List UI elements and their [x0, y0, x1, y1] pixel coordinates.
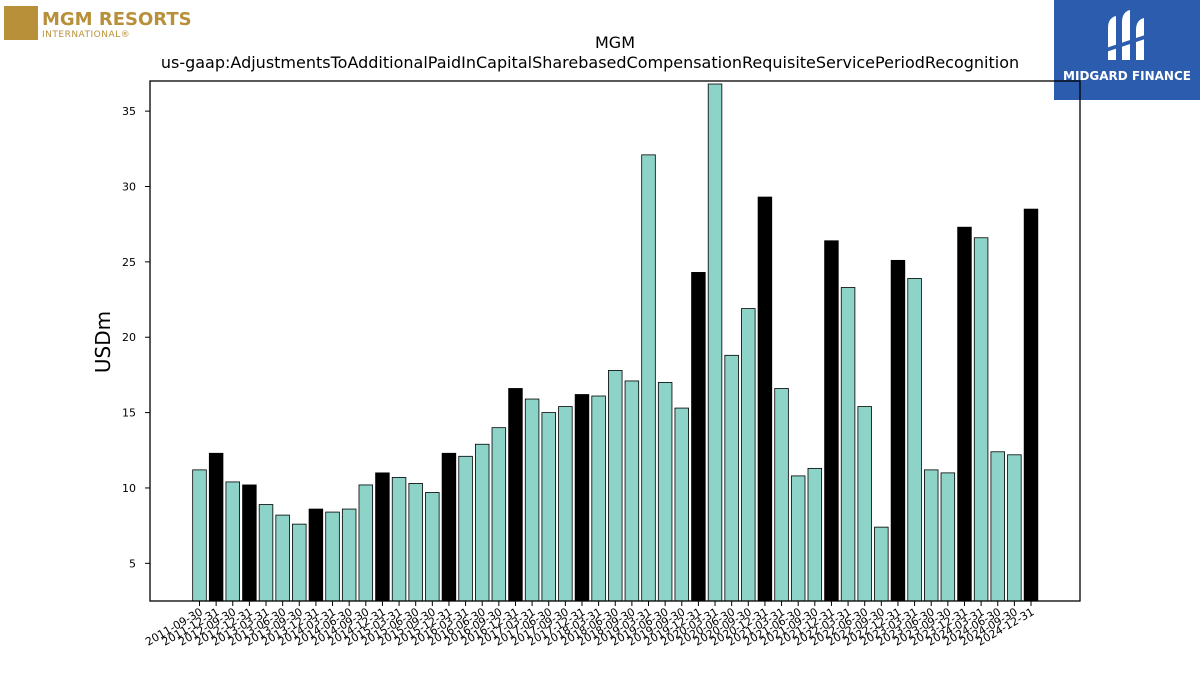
bar-2014-06-30	[341, 508, 357, 602]
mgm-resorts-logo: MGM RESORTS INTERNATIONAL®	[4, 4, 204, 44]
bar-2019-09-30	[674, 407, 689, 602]
bar-2015-03-31	[391, 477, 407, 602]
chart-title: MGM	[595, 33, 635, 52]
bar-2015-06-30	[408, 483, 423, 602]
bar-2013-06-30	[275, 514, 290, 602]
bar-2014-03-31	[325, 511, 340, 602]
bar-2017-03-31	[524, 398, 540, 602]
chart-subtitle: us-gaap:AdjustmentsToAdditionalPaidInCap…	[161, 53, 1019, 72]
y-tick-label: 10	[122, 482, 136, 495]
bar-2020-03-31	[707, 83, 723, 602]
mgm-lion-icon	[4, 6, 38, 40]
bar-2015-12-31	[441, 452, 457, 602]
bar-2012-12-31	[242, 484, 257, 602]
bar-2024-09-30	[1007, 454, 1022, 602]
bar-2016-09-30	[491, 427, 507, 602]
midgard-glyph-icon	[1106, 10, 1148, 60]
bar-2022-06-30	[857, 406, 872, 602]
bar-2023-06-30	[924, 469, 939, 602]
bar-2018-09-30	[624, 380, 640, 602]
bars-group	[192, 83, 1039, 602]
bar-2016-12-31	[508, 388, 523, 602]
y-tick-label: 15	[122, 407, 136, 420]
y-tick-label: 5	[129, 557, 136, 570]
y-tick-label: 35	[122, 105, 136, 118]
midgard-logo-name: MIDGARD FINANCE	[1063, 69, 1191, 83]
bar-2021-03-31	[774, 388, 789, 602]
bar-2013-09-30	[292, 523, 307, 602]
bar-2023-12-31	[957, 226, 972, 602]
bar-2019-03-31	[641, 154, 656, 602]
bar-2013-12-31	[308, 508, 324, 602]
bar-2021-06-30	[790, 475, 806, 602]
plot-frame	[149, 80, 1081, 602]
bar-2019-06-30	[657, 382, 673, 602]
y-axis-label: USDm	[91, 311, 115, 373]
bar-2017-06-30	[541, 412, 556, 602]
midgard-finance-logo: MIDGARD FINANCE	[1054, 0, 1200, 100]
mgm-logo-sub: INTERNATIONAL®	[42, 30, 131, 40]
bar-2019-12-31	[691, 272, 706, 602]
bar-2020-09-30	[741, 308, 756, 602]
bar-2011-12-31	[208, 452, 224, 602]
bar-2011-09-30	[192, 469, 207, 602]
bar-2022-12-31	[890, 259, 906, 602]
bar-2018-06-30	[608, 369, 623, 602]
bar-2017-09-30	[558, 406, 573, 602]
bar-2023-03-31	[907, 278, 922, 602]
bar-2024-12-31	[1023, 208, 1039, 602]
bar-2014-12-31	[375, 472, 390, 602]
y-tick-label: 30	[122, 181, 136, 194]
bar-2020-12-31	[757, 196, 773, 602]
bar-2024-06-30	[990, 451, 1005, 602]
bar-2016-06-30	[474, 443, 490, 602]
y-tick-label: 25	[122, 256, 136, 269]
x-ticks-group: 2011-09-302011-12-312012-09-302012-12-31…	[143, 601, 1037, 649]
bar-2021-09-30	[807, 467, 823, 602]
bar-2022-03-31	[840, 287, 856, 602]
bar-2014-09-30	[358, 484, 374, 602]
bar-2020-06-30	[724, 354, 739, 602]
bar-2021-12-31	[824, 240, 839, 602]
bar-2024-03-31	[973, 237, 989, 602]
bar-2016-03-31	[458, 455, 473, 602]
mgm-logo-name: MGM RESORTS	[42, 9, 192, 30]
y-tick-label: 20	[122, 331, 136, 344]
bar-2022-09-30	[874, 526, 889, 602]
bar-2023-09-30	[940, 472, 956, 602]
bar-2015-09-30	[425, 492, 440, 602]
bar-2012-09-30	[225, 481, 240, 602]
bar-2018-03-31	[591, 395, 606, 602]
bar-2017-12-31	[574, 394, 590, 602]
y-ticks-group: 5 10 15 20 25 30 35	[122, 105, 150, 570]
bar-2013-03-31	[258, 504, 274, 602]
